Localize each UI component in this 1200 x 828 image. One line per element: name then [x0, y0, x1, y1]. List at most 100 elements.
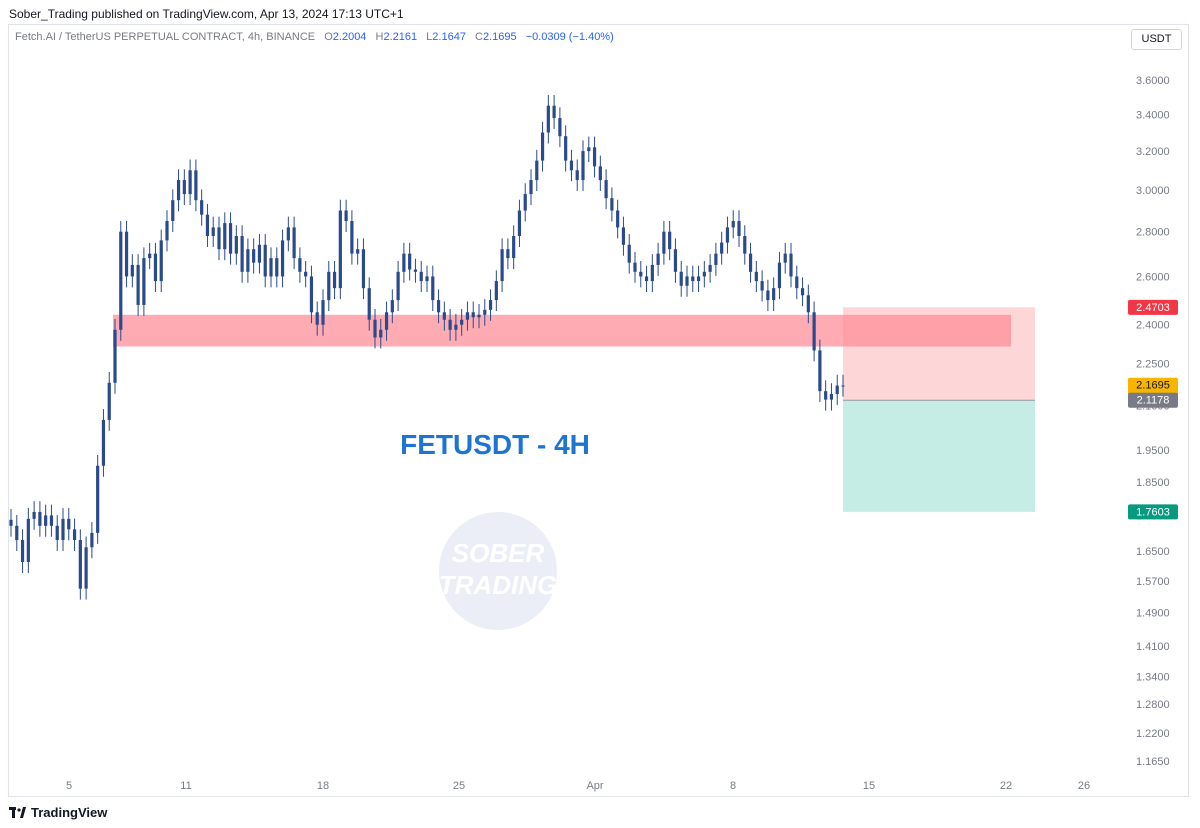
candle-body	[130, 264, 134, 277]
candle-body	[795, 276, 799, 289]
y-tick-label: 2.2500	[1136, 359, 1170, 371]
price-label-box	[1128, 504, 1178, 520]
candle-body	[124, 231, 129, 277]
candle-body	[55, 525, 59, 541]
candle-body	[662, 231, 666, 254]
candle-body	[413, 269, 418, 272]
candle-body	[512, 236, 516, 259]
candle-body	[448, 319, 452, 330]
take-profit-zone[interactable]	[843, 400, 1035, 512]
y-tick-label: 1.2200	[1136, 728, 1170, 740]
y-tick-label: 3.4000	[1136, 110, 1170, 122]
candle-body	[806, 295, 810, 313]
candle-body	[760, 281, 764, 291]
candle-body	[673, 249, 678, 272]
chart-title: FETUSDT - 4H	[400, 429, 590, 460]
candle-body	[315, 312, 319, 325]
high-label: H	[375, 31, 384, 43]
candle-body	[350, 221, 354, 254]
resistance-zone[interactable]	[113, 314, 1011, 347]
candle-body	[460, 319, 464, 325]
candle-body	[26, 518, 30, 562]
candle-body	[228, 223, 233, 254]
candle-body	[737, 221, 741, 237]
y-tick-label: 2.8000	[1136, 227, 1170, 239]
candle-body	[402, 253, 406, 272]
open-value: 2.2004	[332, 31, 367, 43]
candle-body	[517, 210, 522, 237]
candle-body	[471, 312, 475, 318]
tradingview-logo-icon	[9, 806, 26, 818]
candle-body	[679, 271, 683, 286]
candle-body	[616, 210, 620, 228]
candle-body	[292, 227, 296, 259]
candle-body	[96, 465, 100, 533]
tradingview-footer: TradingView	[9, 805, 107, 820]
candle-body	[373, 319, 377, 338]
candle-body	[408, 253, 412, 270]
x-tick-label: 26	[1078, 780, 1090, 792]
price-label-text: 1.7603	[1136, 506, 1170, 518]
y-tick-label: 3.0000	[1136, 185, 1170, 197]
candle-body	[119, 231, 123, 330]
chart-frame	[8, 24, 1189, 797]
candle-body	[644, 276, 649, 282]
candle-body	[344, 210, 348, 222]
y-tick-label: 1.8500	[1136, 477, 1170, 489]
price-label-box	[1128, 392, 1178, 408]
candle-body	[465, 312, 470, 320]
candle-body	[136, 264, 140, 305]
symbol-title[interactable]: Fetch.AI / TetherUS PERPETUAL CONTRACT, …	[15, 31, 316, 43]
candle-body	[592, 147, 597, 167]
candle-body	[246, 249, 250, 272]
y-tick-label: 3.2000	[1136, 146, 1170, 158]
candle-body	[500, 249, 504, 282]
candle-body	[84, 547, 88, 589]
candle-body	[702, 271, 706, 277]
x-tick-label: 22	[1000, 780, 1012, 792]
y-tick-label: 1.6500	[1136, 546, 1170, 558]
candle-body	[436, 300, 441, 313]
candle-body	[829, 393, 834, 400]
candle-body	[656, 253, 660, 265]
candle-body	[685, 276, 689, 286]
candle-body	[384, 312, 389, 330]
candle-body	[494, 281, 498, 301]
y-tick-label: 2.4000	[1136, 320, 1170, 332]
candle-body	[650, 264, 654, 282]
candle-body	[691, 276, 695, 282]
candle-body	[67, 518, 71, 530]
close-label: C	[475, 31, 483, 43]
y-tick-label: 1.4100	[1136, 641, 1170, 653]
candle-body	[696, 276, 701, 282]
candle-body	[621, 227, 626, 245]
x-tick-label: 18	[317, 780, 329, 792]
candle-body	[390, 300, 394, 313]
candle-body	[367, 288, 371, 320]
price-label-box	[1128, 299, 1178, 315]
close-value: 2.1695	[482, 31, 517, 43]
candle-body	[777, 262, 782, 289]
candle-body	[841, 385, 845, 387]
candle-body	[257, 244, 262, 263]
candle-body	[165, 221, 169, 241]
candle-body	[488, 300, 493, 310]
candle-body	[754, 271, 758, 282]
candle-body	[9, 519, 13, 526]
candle-body	[824, 391, 828, 400]
candle-body	[720, 242, 724, 254]
candle-body	[633, 262, 637, 272]
candle-body	[725, 227, 730, 243]
price-label-text: 2.1178	[1137, 395, 1170, 407]
y-tick-label: 3.6000	[1136, 75, 1170, 87]
candle-body	[431, 276, 435, 301]
candle-body	[604, 180, 608, 199]
candle-body	[552, 105, 556, 119]
candle-body	[252, 249, 256, 263]
candle-body	[523, 194, 527, 211]
y-tick-label: 1.3400	[1136, 672, 1170, 684]
candle-body	[748, 253, 753, 272]
currency-button[interactable]: USDT	[1131, 29, 1182, 50]
candle-body	[211, 227, 215, 237]
